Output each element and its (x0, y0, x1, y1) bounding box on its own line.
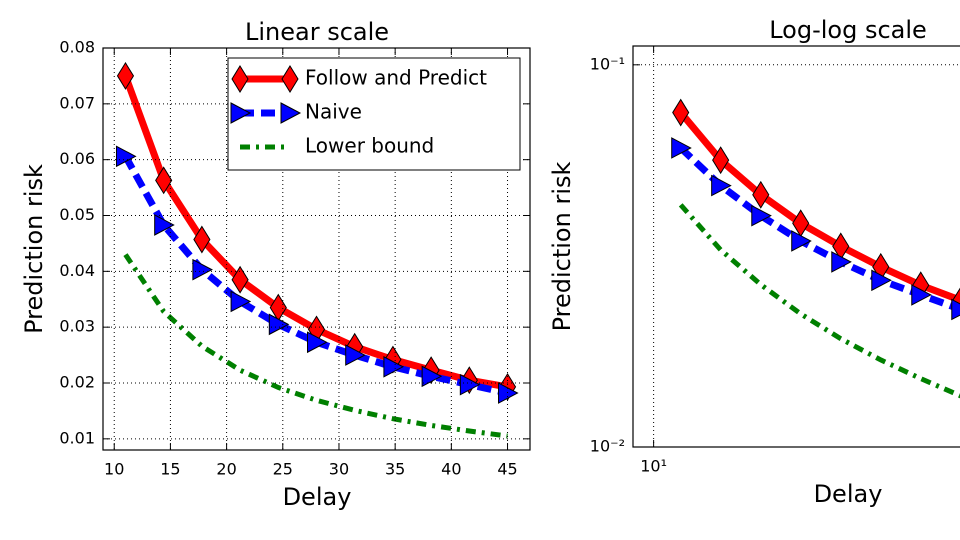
x-tick-label: 30 (329, 460, 349, 479)
x-tick-label: 45 (497, 460, 517, 479)
marker (230, 290, 252, 313)
marker (752, 180, 770, 209)
y-tick-label: 10⁻² (590, 437, 625, 456)
marker (231, 65, 249, 93)
marker (230, 102, 252, 124)
marker (268, 313, 290, 336)
marker (307, 331, 328, 354)
x-tick-label: 10¹ (640, 457, 667, 476)
series-line (678, 110, 960, 304)
axes-frame (632, 45, 960, 448)
y-tick-label: 0.06 (59, 149, 95, 168)
series-line (678, 145, 960, 313)
axes-frame (102, 47, 531, 451)
marker (672, 98, 690, 127)
y-tick-label: 0.03 (59, 317, 95, 336)
y-axis-label: Prediction risk (548, 162, 576, 332)
chart-title: Log-log scale (769, 16, 927, 44)
marker (345, 344, 366, 366)
marker (712, 146, 730, 175)
series-line (123, 253, 508, 439)
marker (831, 251, 852, 273)
y-tick-label: 0.04 (59, 261, 95, 280)
marker (115, 145, 137, 168)
x-tick-label: 10 (104, 460, 124, 479)
x-tick-label: 25 (273, 460, 293, 479)
plot-area (671, 98, 960, 399)
marker (155, 166, 173, 195)
y-tick-label: 0.02 (59, 373, 95, 392)
marker (154, 214, 175, 236)
marker (871, 269, 892, 292)
marker (951, 298, 960, 321)
x-tick-label: 15 (160, 460, 180, 479)
marker (383, 355, 404, 378)
marker (280, 102, 302, 124)
marker (791, 230, 812, 252)
chart-title: Linear scale (245, 18, 389, 46)
x-axis-label: Delay (814, 480, 883, 508)
marker (421, 365, 443, 388)
series-line (122, 154, 509, 397)
marker (751, 204, 772, 227)
plot-area (115, 61, 519, 439)
marker (911, 284, 932, 306)
marker (193, 225, 211, 254)
legend-label: Naive (305, 100, 362, 124)
marker (671, 137, 692, 159)
y-tick-label: 0.05 (59, 205, 95, 224)
marker (711, 174, 732, 197)
x-tick-label: 35 (385, 460, 405, 479)
legend-label: Lower bound (305, 134, 434, 158)
series-line (678, 203, 960, 399)
y-tick-label: 0.08 (59, 38, 95, 57)
marker (192, 258, 213, 281)
x-tick-label: 40 (441, 460, 461, 479)
legend-label: Follow and Predict (305, 66, 487, 90)
marker (231, 265, 249, 294)
x-axis-label: Delay (283, 483, 352, 511)
marker (281, 65, 299, 93)
marker (116, 61, 135, 90)
y-axis-label: Prediction risk (20, 164, 48, 334)
y-tick-label: 0.07 (59, 93, 95, 112)
y-tick-label: 0.01 (59, 428, 95, 447)
marker (459, 373, 481, 396)
y-tick-label: 10⁻¹ (590, 54, 625, 73)
x-tick-label: 20 (216, 460, 236, 479)
